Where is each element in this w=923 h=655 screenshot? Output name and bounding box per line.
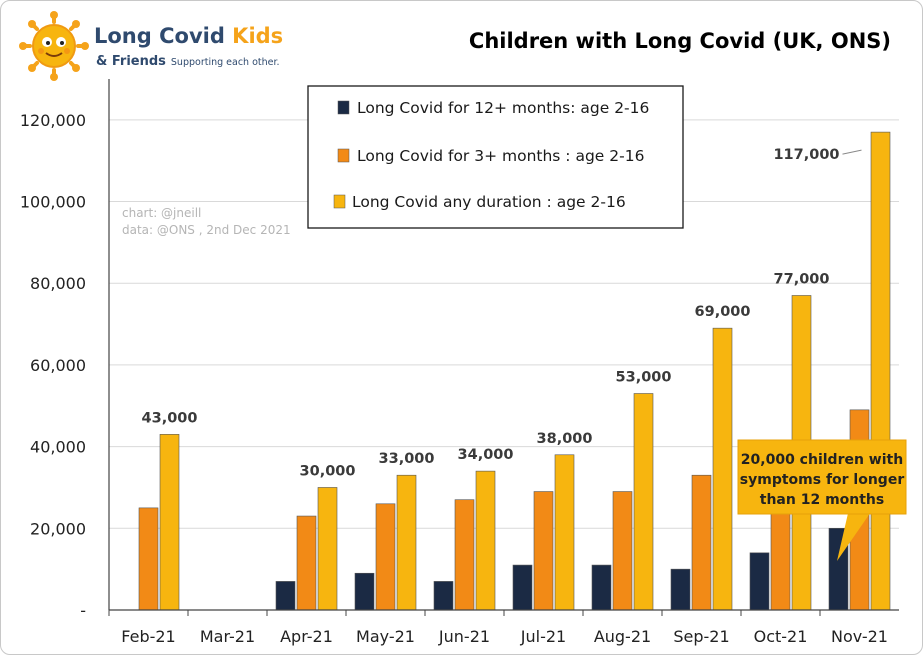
bar	[612, 491, 633, 611]
legend-swatch	[337, 148, 350, 163]
x-tick-label: Oct-21	[754, 627, 808, 646]
legend-label: Long Covid for 3+ months : age 2-16	[357, 147, 644, 165]
bar	[159, 434, 180, 611]
chart-title: Children with Long Covid (UK, ONS)	[469, 29, 891, 53]
legend-label: Long Covid any duration : age 2-16	[352, 193, 626, 211]
callout-line-3: than 12 months	[760, 492, 884, 508]
bar	[296, 515, 317, 611]
y-tick-label: 120,000	[20, 111, 86, 130]
legend-swatch	[333, 194, 346, 209]
bar	[354, 572, 375, 611]
bar	[317, 487, 338, 611]
credit-source: data: @ONS , 2nd Dec 2021	[122, 223, 291, 237]
bar	[749, 552, 770, 611]
data-label: 38,000	[537, 431, 593, 447]
x-tick-label: Nov-21	[831, 627, 888, 646]
data-label: 69,000	[695, 304, 751, 320]
x-tick-label: Jul-21	[520, 627, 566, 646]
x-axis-ticks: Feb-21 Mar-21 Apr-21 May-21 Jun-21 Jul-21 Aug-…	[108, 610, 888, 646]
x-tick-label: Sep-21	[673, 627, 729, 646]
data-label: 34,000	[458, 447, 514, 463]
bar	[375, 503, 396, 611]
data-label: 77,000	[774, 271, 830, 287]
callout: 20,000 children with symptoms for longer…	[737, 439, 907, 561]
x-tick-label: Jun-21	[438, 627, 490, 646]
bar	[533, 491, 554, 611]
callout-line-2: symptoms for longer	[740, 472, 905, 488]
bar	[712, 327, 733, 611]
bar	[691, 474, 712, 611]
y-tick-label: 80,000	[30, 274, 86, 293]
brand-tagline: Supporting each other.	[171, 57, 280, 68]
bar	[433, 581, 454, 611]
y-tick-label: 100,000	[20, 193, 86, 212]
callout-line-1: 20,000 children with	[741, 452, 903, 468]
data-label: 33,000	[379, 451, 435, 467]
credit-author: chart: @jneill	[122, 206, 201, 220]
y-tick-label: 60,000	[30, 356, 86, 375]
brand-logo: Long Covid Kids & Friends Supporting each…	[19, 11, 283, 81]
x-tick-label: Apr-21	[280, 627, 333, 646]
bar	[554, 454, 575, 611]
bar	[454, 499, 475, 611]
x-tick-label: May-21	[356, 627, 415, 646]
legend-box	[307, 85, 684, 229]
y-tick-label: -	[80, 601, 86, 620]
virus-mascot-icon	[19, 11, 89, 81]
bar	[591, 564, 612, 611]
data-label: 30,000	[300, 463, 356, 479]
bar	[275, 581, 296, 611]
brand-friends: & Friends	[96, 54, 166, 69]
data-label-leader	[842, 149, 862, 155]
brand-name-part2: Kids	[232, 24, 283, 48]
legend-swatch	[337, 100, 350, 115]
bar	[475, 470, 496, 611]
data-label: 53,000	[616, 370, 672, 386]
axes	[108, 79, 899, 611]
bar	[396, 474, 417, 611]
data-label: 117,000	[773, 147, 839, 163]
bar	[138, 507, 159, 611]
y-tick-label: 40,000	[30, 438, 86, 457]
callout-box	[737, 439, 907, 515]
callout-pointer	[837, 509, 873, 561]
bar	[870, 131, 891, 611]
bar	[512, 564, 533, 611]
brand-subline: & Friends Supporting each other.	[96, 54, 280, 69]
x-tick-label: Feb-21	[121, 627, 175, 646]
data-label: 43,000	[142, 410, 198, 426]
y-axis-ticks: - 20,000 40,000 60,000 80,000 100,000 120,000	[20, 111, 86, 620]
legend: Long Covid for 12+ months: age 2-16 Long …	[307, 85, 684, 229]
brand-name: Long Covid Kids	[94, 24, 283, 48]
bar	[670, 568, 691, 611]
data-labels: 43,000 30,000 33,000 34,000 38,000 53,000 69,0…	[142, 147, 862, 479]
brand-name-part1: Long Covid	[94, 24, 232, 48]
x-tick-label: Mar-21	[200, 627, 255, 646]
x-tick-label: Aug-21	[594, 627, 651, 646]
bar	[633, 393, 654, 611]
y-tick-label: 20,000	[30, 519, 86, 538]
legend-label: Long Covid for 12+ months: age 2-16	[357, 99, 649, 117]
